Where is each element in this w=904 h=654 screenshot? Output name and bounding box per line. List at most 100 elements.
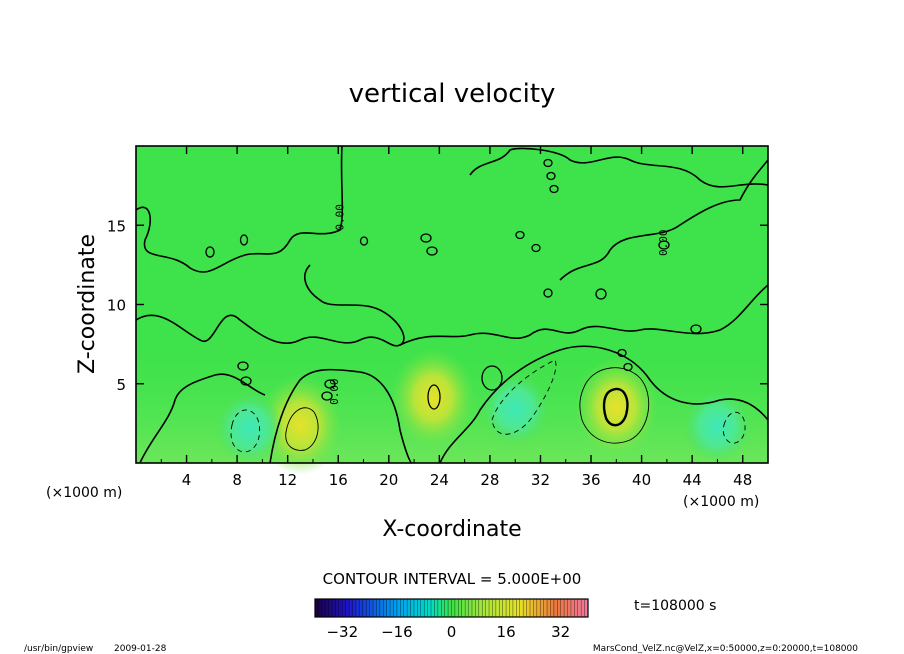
colorbar-cells xyxy=(314,599,589,617)
colorbar-cell-44 xyxy=(465,599,469,617)
colorbar-cell-8 xyxy=(342,599,347,617)
y-axis-label: Z-coordinate xyxy=(75,234,100,374)
x-tick-label-11: 48 xyxy=(733,471,752,489)
blob-1 xyxy=(237,361,249,371)
blob-17 xyxy=(205,246,215,258)
colorbar-cell-18 xyxy=(376,599,381,617)
x-tick-label-5: 24 xyxy=(430,471,449,489)
colorbar-tick-label-1: −16 xyxy=(381,623,413,641)
colorbar-cell-13 xyxy=(359,599,364,617)
contour-interval-label: CONTOUR INTERVAL = 5.000E+00 xyxy=(323,570,582,588)
colorbar-cell-24 xyxy=(396,599,401,617)
x-tick-label-10: 44 xyxy=(683,471,702,489)
colorbar-cell-23 xyxy=(393,599,398,617)
contour-downdraft-a xyxy=(230,409,261,453)
y-tick-label-2: 15 xyxy=(107,217,126,235)
contour-top-right xyxy=(469,147,769,188)
colorbar-cell-39 xyxy=(448,599,452,617)
x-tick-label-2: 12 xyxy=(278,471,297,489)
feature-neg-3 xyxy=(215,392,284,465)
colorbar-ticks: −32 −16 0 16 32 xyxy=(326,623,570,641)
contour-downdraft-c xyxy=(722,411,746,444)
colorbar-cell-54 xyxy=(499,599,503,617)
feature-pos-1 xyxy=(258,374,343,475)
colorbar-cell-33 xyxy=(427,599,432,617)
contour-label-0: 0.00 xyxy=(328,378,341,405)
colorbar-cell-59 xyxy=(516,599,521,617)
contour-deep-center xyxy=(269,368,413,464)
colorbar-cell-57 xyxy=(509,599,514,617)
chart-title: vertical velocity xyxy=(349,79,556,109)
blob-15 xyxy=(427,384,441,410)
colorbar-cell-40 xyxy=(451,599,456,617)
colorbar-cell-29 xyxy=(413,599,418,617)
x-tick-label-6: 28 xyxy=(480,471,499,489)
colorbar: −32 −16 0 16 32 xyxy=(314,598,589,641)
colorbar-frame xyxy=(314,598,589,618)
x-tick-label-3: 16 xyxy=(329,471,348,489)
contour-lower-left xyxy=(135,264,405,347)
colorbar-cell-37 xyxy=(441,599,445,617)
colorbar-tick-label-2: 0 xyxy=(447,623,457,641)
contour-labels: 0.00 0.00 0.00 xyxy=(328,204,670,405)
blob-6 xyxy=(546,171,556,181)
colorbar-cell-26 xyxy=(403,599,408,617)
colorbar-cell-36 xyxy=(437,599,442,617)
colorbar-cell-31 xyxy=(420,599,425,617)
x-tick-label-9: 40 xyxy=(632,471,651,489)
x-tick-label-7: 32 xyxy=(531,471,550,489)
feature-pos-2 xyxy=(391,348,476,449)
blob-19 xyxy=(359,236,369,246)
colorbar-cell-50 xyxy=(485,599,490,617)
colorbar-cell-62 xyxy=(526,599,531,617)
contour-mid xyxy=(399,284,769,346)
colorbar-cell-4 xyxy=(328,599,333,617)
footer-program: /usr/bin/gpview xyxy=(24,644,93,654)
colorbar-cell-64 xyxy=(533,599,538,617)
colorbar-cell-6 xyxy=(335,599,340,617)
colorbar-cell-68 xyxy=(547,599,551,617)
colorbar-cell-11 xyxy=(352,599,357,617)
blob-18 xyxy=(239,234,249,246)
colorbar-cell-32 xyxy=(424,599,428,617)
velocity-features xyxy=(215,348,752,475)
contour-upper-right xyxy=(559,159,769,281)
colorbar-cell-20 xyxy=(383,599,387,617)
colorbar-cell-45 xyxy=(468,599,473,617)
contour-label-1: 0.00 xyxy=(333,204,346,231)
x-tick-label-4: 20 xyxy=(379,471,398,489)
colorbar-cell-63 xyxy=(529,599,534,617)
blob-10 xyxy=(515,230,525,240)
colorbar-cell-75 xyxy=(570,599,575,617)
colorbar-cell-55 xyxy=(502,599,507,617)
blob-16 xyxy=(481,365,503,391)
colorbar-cell-43 xyxy=(461,599,466,617)
contour-downdraft-b xyxy=(491,359,557,435)
colorbar-cell-1 xyxy=(318,599,323,617)
colorbar-cell-74 xyxy=(567,599,572,617)
blob-3 xyxy=(324,379,336,389)
x-tick-label-8: 36 xyxy=(581,471,600,489)
blob-2 xyxy=(240,376,252,386)
blob-13 xyxy=(617,348,627,358)
colorbar-cell-9 xyxy=(345,599,350,617)
contour-label-2: 0.00 xyxy=(657,229,670,256)
colorbar-cell-27 xyxy=(407,599,411,617)
colorbar-tick-label-4: 32 xyxy=(551,623,570,641)
colorbar-cell-28 xyxy=(410,599,415,617)
colorbar-cell-22 xyxy=(390,599,394,617)
negative-contours xyxy=(230,359,746,453)
colorbar-cell-15 xyxy=(366,599,370,617)
colorbar-cell-70 xyxy=(553,599,558,617)
blob-7 xyxy=(549,184,559,194)
contour-deep-right xyxy=(439,345,769,464)
colorbar-cell-19 xyxy=(379,599,384,617)
contour-upper-left xyxy=(135,145,344,273)
x-unit-left: (×1000 m) xyxy=(46,485,122,501)
blob-12 xyxy=(658,240,670,250)
blob-9 xyxy=(426,246,438,256)
colorbar-cell-67 xyxy=(543,599,548,617)
colorbar-cell-38 xyxy=(444,599,449,617)
